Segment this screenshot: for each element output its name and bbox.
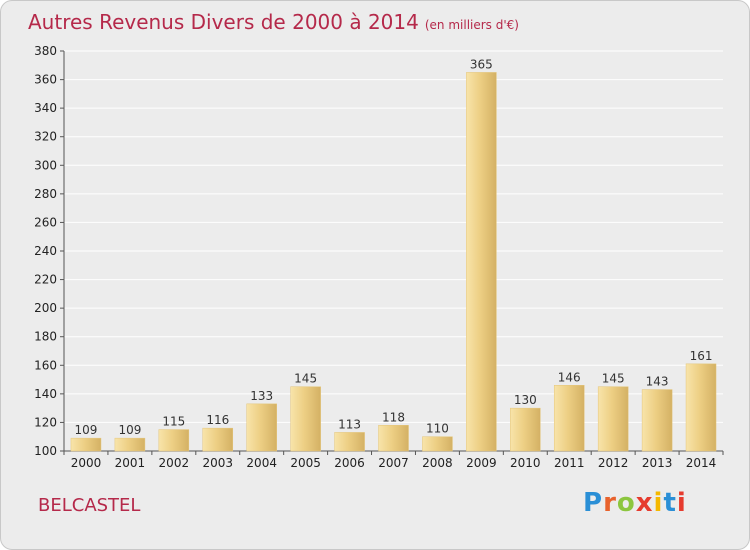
data-label: 146 xyxy=(558,370,581,384)
data-label: 115 xyxy=(162,415,185,429)
bar xyxy=(246,403,277,452)
y-tick-label: 360 xyxy=(34,73,57,87)
bar xyxy=(597,386,629,452)
y-tick-label: 260 xyxy=(34,215,57,229)
bar xyxy=(334,432,365,452)
x-tick-label: 2010 xyxy=(510,456,541,470)
x-tick-label: 2008 xyxy=(422,456,453,470)
logo-letter: o xyxy=(616,488,636,518)
data-label: 109 xyxy=(118,423,141,437)
logo-letter: P xyxy=(583,488,604,518)
x-tick-label: 2014 xyxy=(686,456,717,470)
x-tick-label: 2005 xyxy=(290,456,321,470)
labels: 100 120 140 160 180 200 220 240 260 280 300 320 340 3… xyxy=(34,44,716,470)
bar xyxy=(553,385,585,452)
y-tick-label: 280 xyxy=(34,187,57,201)
logo-letter: r xyxy=(603,488,617,518)
bar xyxy=(70,437,102,452)
y-tick-label: 180 xyxy=(34,330,57,344)
y-tick-label: 320 xyxy=(34,130,57,144)
bar xyxy=(422,436,453,452)
data-label: 145 xyxy=(602,372,625,386)
x-tick-label: 2006 xyxy=(334,456,365,470)
x-tick-label: 2009 xyxy=(466,456,497,470)
x-tick-label: 2002 xyxy=(159,456,190,470)
y-tick-label: 220 xyxy=(34,273,57,287)
data-label: 109 xyxy=(75,423,98,437)
x-tick-label: 2004 xyxy=(246,456,277,470)
data-label: 365 xyxy=(470,57,493,71)
data-label: 130 xyxy=(514,393,537,407)
chart-title: Autres Revenus Divers de 2000 à 2014 (en … xyxy=(28,10,519,34)
x-tick-label: 2011 xyxy=(554,456,585,470)
bar xyxy=(202,427,234,452)
logo-letter: t xyxy=(663,488,677,518)
y-tick-label: 380 xyxy=(34,44,57,58)
bar xyxy=(290,386,321,452)
x-tick-label: 2000 xyxy=(71,456,102,470)
bar xyxy=(158,429,190,452)
place-name: BELCASTEL xyxy=(38,495,141,516)
bars xyxy=(70,72,717,452)
bar xyxy=(685,363,717,452)
chart-title-text: Autres Revenus Divers de 2000 à 2014 xyxy=(28,10,419,34)
x-tick-label: 2013 xyxy=(642,456,673,470)
chart-title-unit: (en milliers d'€) xyxy=(424,18,519,32)
data-label: 116 xyxy=(206,413,229,427)
bar xyxy=(641,389,673,452)
y-tick-label: 200 xyxy=(34,301,57,315)
bar xyxy=(378,425,409,452)
data-label: 133 xyxy=(250,389,273,403)
logo-letter: i xyxy=(676,488,687,518)
x-tick-label: 2001 xyxy=(115,456,146,470)
data-label: 110 xyxy=(426,422,449,436)
data-label: 143 xyxy=(646,375,669,389)
y-tick-label: 300 xyxy=(34,158,57,172)
data-label: 118 xyxy=(382,410,405,424)
x-tick-label: 2003 xyxy=(202,456,233,470)
bar xyxy=(114,437,146,452)
bar xyxy=(510,407,541,452)
y-tick-label: 100 xyxy=(34,444,57,458)
proxiti-logo: Proxiti xyxy=(583,488,687,518)
logo-letter: x xyxy=(635,488,654,518)
data-label: 145 xyxy=(294,372,317,386)
logo-letter: i xyxy=(653,488,664,518)
y-tick-label: 340 xyxy=(34,101,57,115)
y-tick-label: 140 xyxy=(34,387,57,401)
bar xyxy=(466,72,497,452)
y-tick-label: 240 xyxy=(34,244,57,258)
x-tick-label: 2007 xyxy=(378,456,409,470)
data-label: 113 xyxy=(338,417,361,431)
data-label: 161 xyxy=(690,349,713,363)
y-tick-label: 160 xyxy=(34,358,57,372)
y-tick-label: 120 xyxy=(34,415,57,429)
x-tick-label: 2012 xyxy=(598,456,629,470)
